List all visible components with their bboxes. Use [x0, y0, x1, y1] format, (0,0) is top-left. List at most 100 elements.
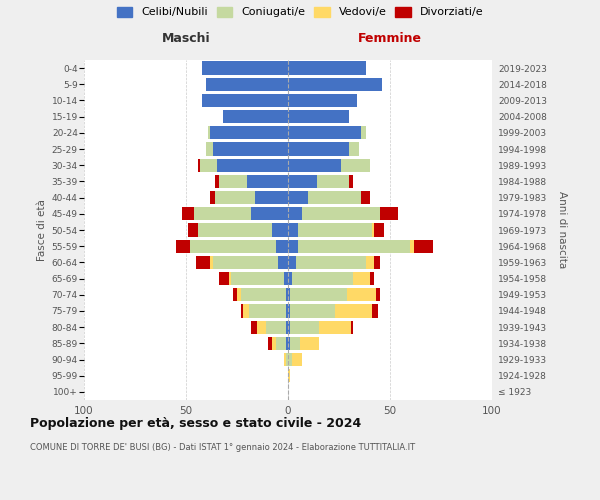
Bar: [218, 175, 247, 188]
Bar: [241, 304, 243, 318]
Bar: [374, 256, 380, 269]
Y-axis label: Anni di nascita: Anni di nascita: [557, 192, 567, 268]
Bar: [276, 336, 286, 350]
Y-axis label: Fasce di età: Fasce di età: [37, 199, 47, 261]
Bar: [188, 224, 198, 236]
Bar: [288, 126, 361, 140]
Bar: [292, 272, 353, 285]
Bar: [370, 272, 374, 285]
Bar: [290, 288, 347, 302]
Bar: [292, 353, 302, 366]
Bar: [349, 175, 353, 188]
Bar: [288, 62, 365, 74]
Bar: [361, 191, 370, 204]
Bar: [288, 110, 349, 124]
Bar: [288, 175, 317, 188]
Bar: [272, 224, 288, 236]
Bar: [288, 288, 290, 302]
Bar: [217, 158, 288, 172]
Bar: [278, 256, 288, 269]
Bar: [257, 320, 266, 334]
Bar: [194, 207, 251, 220]
Bar: [243, 304, 249, 318]
Bar: [288, 78, 382, 91]
Bar: [218, 272, 229, 285]
Bar: [288, 369, 290, 382]
Bar: [290, 320, 319, 334]
Bar: [286, 320, 288, 334]
Bar: [249, 304, 286, 318]
Bar: [251, 207, 288, 220]
Bar: [298, 224, 371, 236]
Bar: [286, 304, 288, 318]
Bar: [206, 142, 212, 156]
Bar: [296, 256, 365, 269]
Text: Popolazione per età, sesso e stato civile - 2024: Popolazione per età, sesso e stato civil…: [30, 418, 361, 430]
Bar: [284, 353, 286, 366]
Bar: [349, 142, 359, 156]
Bar: [211, 256, 212, 269]
Bar: [374, 224, 384, 236]
Bar: [353, 272, 370, 285]
Bar: [215, 175, 218, 188]
Bar: [241, 288, 286, 302]
Bar: [290, 304, 335, 318]
Bar: [276, 240, 288, 253]
Bar: [176, 240, 190, 253]
Bar: [286, 353, 288, 366]
Bar: [361, 126, 365, 140]
Bar: [288, 224, 298, 236]
Text: Femmine: Femmine: [358, 32, 422, 45]
Bar: [288, 353, 292, 366]
Bar: [196, 256, 211, 269]
Bar: [256, 191, 288, 204]
Bar: [288, 142, 349, 156]
Bar: [272, 336, 276, 350]
Bar: [288, 94, 358, 107]
Bar: [233, 288, 237, 302]
Bar: [286, 336, 288, 350]
Bar: [190, 240, 276, 253]
Bar: [317, 175, 349, 188]
Bar: [288, 256, 296, 269]
Bar: [308, 191, 361, 204]
Bar: [351, 320, 353, 334]
Bar: [212, 256, 278, 269]
Bar: [298, 240, 410, 253]
Bar: [215, 191, 256, 204]
Bar: [202, 62, 288, 74]
Text: COMUNE DI TORRE DE' BUSI (BG) - Dati ISTAT 1° gennaio 2024 - Elaborazione TUTTIT: COMUNE DI TORRE DE' BUSI (BG) - Dati IST…: [30, 442, 415, 452]
Bar: [288, 240, 298, 253]
Bar: [415, 240, 433, 253]
Bar: [182, 207, 194, 220]
Bar: [410, 240, 415, 253]
Bar: [208, 126, 211, 140]
Bar: [371, 224, 374, 236]
Bar: [365, 256, 374, 269]
Bar: [211, 126, 288, 140]
Bar: [288, 272, 292, 285]
Bar: [284, 272, 288, 285]
Bar: [288, 207, 302, 220]
Bar: [223, 110, 288, 124]
Bar: [300, 336, 319, 350]
Bar: [200, 158, 217, 172]
Bar: [231, 272, 284, 285]
Bar: [247, 175, 288, 188]
Bar: [288, 304, 290, 318]
Bar: [206, 78, 288, 91]
Bar: [266, 320, 286, 334]
Bar: [237, 288, 241, 302]
Bar: [198, 224, 272, 236]
Bar: [341, 158, 370, 172]
Bar: [288, 320, 290, 334]
Bar: [251, 320, 257, 334]
Bar: [286, 288, 288, 302]
Bar: [302, 207, 380, 220]
Bar: [380, 207, 398, 220]
Legend: Celibi/Nubili, Coniugati/e, Vedovi/e, Divorziati/e: Celibi/Nubili, Coniugati/e, Vedovi/e, Di…: [117, 6, 483, 18]
Bar: [376, 288, 380, 302]
Bar: [211, 191, 215, 204]
Bar: [319, 320, 351, 334]
Bar: [198, 158, 200, 172]
